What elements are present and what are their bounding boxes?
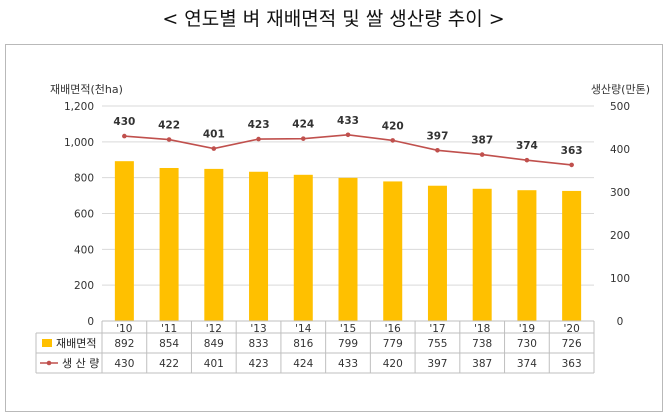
bar bbox=[204, 168, 224, 321]
bar bbox=[159, 167, 179, 321]
right-tick-label: 300 bbox=[610, 187, 630, 199]
table-cell-line-value: 423 bbox=[249, 358, 269, 370]
table-cell-bar-value: 726 bbox=[562, 338, 582, 350]
table-cell-bar-value: 833 bbox=[249, 338, 269, 350]
x-tick-label: '18 bbox=[474, 323, 490, 335]
table-cell-line-value: 424 bbox=[293, 358, 313, 370]
table-cell-line-value: 433 bbox=[338, 358, 358, 370]
line-point bbox=[122, 133, 127, 139]
line-data-label: 424 bbox=[292, 119, 314, 131]
line-point bbox=[256, 136, 261, 142]
page-title: < 연도별 벼 재배면적 및 쌀 생산량 추이 > bbox=[162, 8, 505, 30]
right-tick-label: 100 bbox=[610, 273, 630, 285]
bar bbox=[293, 174, 313, 321]
line-data-label: 423 bbox=[248, 119, 270, 131]
axes: 0 200 400 600 800 1,000 1,200 0 100 200 300 400 500 bbox=[64, 101, 630, 328]
table-cell-bar-value: 799 bbox=[338, 338, 358, 350]
line-point bbox=[479, 152, 485, 157]
table-cell-line-value: 374 bbox=[517, 358, 537, 370]
right-tick-label: 0 bbox=[617, 316, 624, 328]
x-tick-label: '17 bbox=[429, 323, 445, 335]
line-data-label: 420 bbox=[382, 120, 404, 132]
bar bbox=[562, 190, 582, 321]
x-tick-label: '14 bbox=[295, 323, 312, 335]
right-tick-label: 400 bbox=[610, 144, 630, 156]
table-cell-line-value: 420 bbox=[383, 358, 403, 370]
line-data-label: 430 bbox=[113, 116, 135, 128]
table-cell-line-value: 363 bbox=[562, 358, 582, 370]
table-cell-bar-value: 738 bbox=[472, 338, 492, 350]
x-tick-label: '16 bbox=[385, 323, 402, 335]
line-point bbox=[345, 132, 351, 138]
table-cell-bar-value: 892 bbox=[114, 338, 134, 350]
legend-label-bar: 재배면적 bbox=[56, 337, 96, 350]
table-cell-bar-value: 755 bbox=[427, 338, 447, 350]
line-point bbox=[435, 147, 440, 153]
line-point bbox=[300, 136, 306, 141]
line-point bbox=[569, 162, 574, 168]
x-tick-label: '12 bbox=[206, 323, 222, 335]
bar-series bbox=[114, 161, 582, 321]
bar bbox=[427, 185, 447, 321]
line-data-label: 433 bbox=[337, 115, 359, 127]
table-cell-bar-value: 730 bbox=[517, 338, 537, 350]
line-point bbox=[524, 157, 530, 163]
right-tick-label: 500 bbox=[610, 101, 630, 113]
left-tick-label: 1,000 bbox=[64, 137, 94, 149]
x-tick-label: '10 bbox=[116, 323, 132, 335]
legend-swatch-bar bbox=[42, 339, 52, 347]
line-data-label: 387 bbox=[471, 135, 493, 147]
chart-frame: 재배면적(천ha) 생산량(만톤) 430 422 401 423 424 433 420 3… bbox=[5, 44, 663, 412]
left-tick-label: 400 bbox=[74, 244, 94, 256]
legend-swatch-marker bbox=[46, 360, 52, 366]
line-point bbox=[390, 138, 396, 143]
left-tick-label: 1,200 bbox=[64, 101, 94, 113]
left-axis-label: 재배면적(천ha) bbox=[50, 82, 123, 96]
table-cell-bar-value: 849 bbox=[204, 338, 224, 350]
x-tick-label: '20 bbox=[564, 323, 580, 335]
bar bbox=[338, 177, 358, 321]
left-tick-label: 200 bbox=[74, 280, 94, 292]
x-tick-label: '13 bbox=[250, 323, 266, 335]
table-cell-line-value: 430 bbox=[114, 358, 134, 370]
line-path bbox=[124, 134, 572, 166]
left-tick-label: 0 bbox=[87, 316, 94, 328]
line-data-label: 397 bbox=[426, 130, 448, 142]
bar bbox=[114, 161, 134, 321]
bar bbox=[249, 171, 269, 321]
table-cell-line-value: 422 bbox=[159, 358, 179, 370]
table-cell-bar-value: 779 bbox=[383, 338, 403, 350]
combo-chart: 재배면적(천ha) 생산량(만톤) 430 422 401 423 424 433 420 3… bbox=[35, 82, 650, 374]
left-tick-label: 800 bbox=[74, 173, 94, 185]
table-cell-line-value: 387 bbox=[472, 358, 492, 370]
line-data-label: 401 bbox=[203, 129, 225, 141]
line-point bbox=[166, 137, 172, 142]
table-cell-bar-value: 854 bbox=[159, 338, 179, 350]
legend-label-line: 생 산 량 bbox=[62, 357, 99, 370]
line-data-label: 422 bbox=[158, 120, 180, 132]
line-data-label: 363 bbox=[561, 145, 583, 157]
x-tick-label: '15 bbox=[340, 323, 356, 335]
table-cell-bar-value: 816 bbox=[293, 338, 313, 350]
bar bbox=[517, 190, 537, 321]
table-cell-line-value: 401 bbox=[204, 358, 224, 370]
table-cell-line-value: 397 bbox=[427, 358, 447, 370]
line-point bbox=[211, 146, 217, 151]
bar bbox=[383, 181, 403, 321]
line-series: 430 422 401 423 424 433 420 397 387 374 363 bbox=[113, 115, 583, 168]
right-axis-label: 생산량(만톤) bbox=[591, 83, 650, 96]
x-tick-label: '11 bbox=[161, 323, 177, 335]
line-data-label: 374 bbox=[516, 140, 538, 152]
x-tick-label: '19 bbox=[519, 323, 535, 335]
left-tick-label: 600 bbox=[74, 209, 94, 221]
right-tick-label: 200 bbox=[610, 230, 630, 242]
bar bbox=[472, 188, 492, 321]
